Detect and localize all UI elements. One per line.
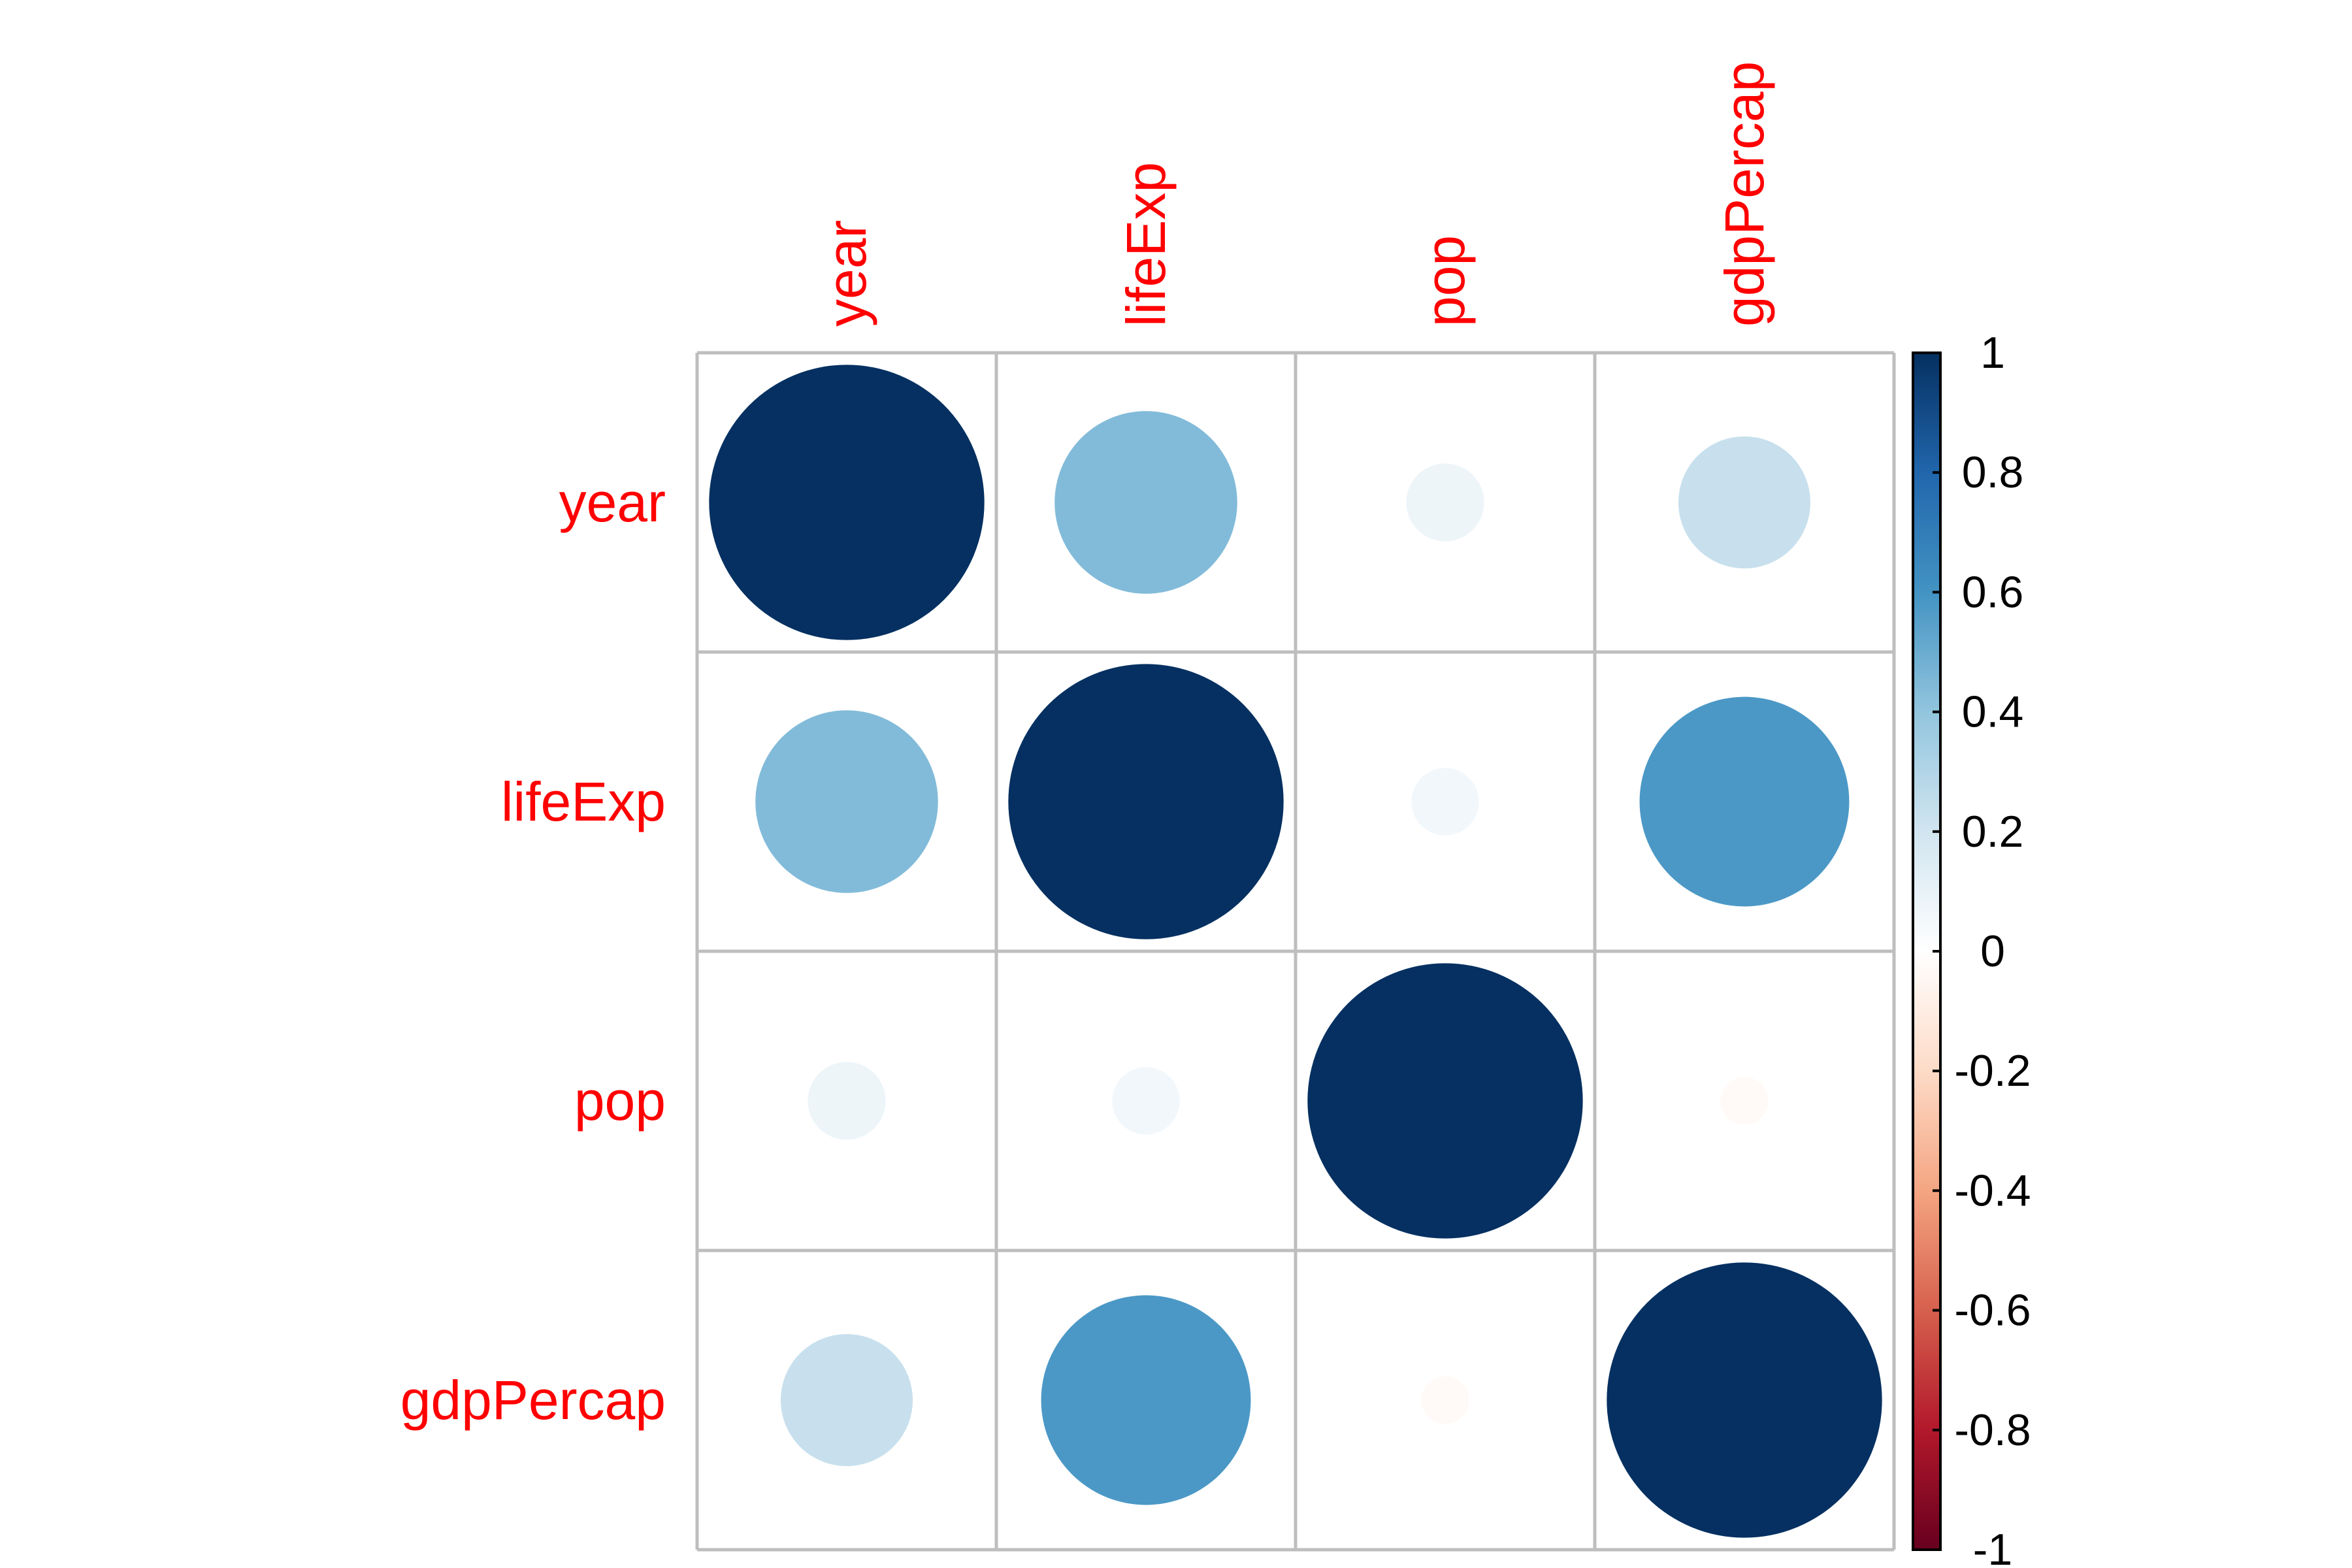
- colorbar-tick-label: 0.8: [1962, 448, 2024, 497]
- colorbar-tick-label: 0: [1980, 926, 2005, 976]
- colorbar-tick-label: -0.6: [1954, 1286, 2031, 1335]
- corr-circle-lifeExp-gdpPercap: [1639, 696, 1850, 907]
- row-label-year: year: [559, 472, 666, 533]
- column-labels: year lifeExp pop gdpPercap: [816, 61, 1775, 327]
- corr-circle-pop-lifeExp: [1112, 1067, 1180, 1135]
- colorbar-tick-label: -0.8: [1954, 1405, 2031, 1455]
- column-label-pop: pop: [1414, 235, 1476, 327]
- colorbar-tick-label: -0.2: [1954, 1046, 2031, 1096]
- correlation-circles: [709, 365, 1882, 1538]
- colorbar-tick-label: -0.4: [1954, 1166, 2031, 1215]
- corr-circle-gdpPercap-gdpPercap: [1607, 1262, 1882, 1538]
- colorbar-tick-label: 1: [1980, 328, 2005, 378]
- corr-circle-lifeExp-year: [755, 710, 938, 893]
- row-label-lifeExp: lifeExp: [501, 771, 666, 832]
- corr-circle-year-year: [709, 365, 985, 640]
- corr-circle-gdpPercap-lifeExp: [1041, 1295, 1251, 1505]
- column-label-lifeExp: lifeExp: [1115, 162, 1177, 327]
- correlation-grid: [695, 351, 1896, 1552]
- colorbar-tick-label: 0.2: [1962, 807, 2024, 857]
- corr-circle-year-gdpPercap: [1678, 436, 1811, 569]
- colorbar-tick-label: 0.4: [1962, 687, 2024, 737]
- colorbar-tick-label: 0.6: [1962, 567, 2024, 617]
- corr-circle-year-lifeExp: [1054, 411, 1237, 594]
- corr-circle-lifeExp-pop: [1411, 768, 1479, 836]
- row-label-gdpPercap: gdpPercap: [400, 1369, 666, 1431]
- corr-circle-gdpPercap-pop: [1421, 1376, 1469, 1424]
- column-label-gdpPercap: gdpPercap: [1714, 61, 1775, 327]
- corr-circle-pop-year: [808, 1062, 886, 1140]
- corr-circle-lifeExp-lifeExp: [1008, 664, 1284, 939]
- row-labels: year lifeExp pop gdpPercap: [400, 472, 666, 1431]
- color-legend: 1 0.8 0.6 0.4 0.2 0 -0.2 -0.4 -0.6 -0.8 -1: [1912, 328, 2031, 1568]
- colorbar-tick-label: -1: [1973, 1525, 2012, 1568]
- corr-circle-gdpPercap-year: [780, 1333, 913, 1467]
- corr-circle-pop-gdpPercap: [1720, 1077, 1769, 1125]
- corr-circle-year-pop: [1406, 463, 1484, 542]
- column-label-year: year: [816, 220, 877, 327]
- corr-circle-pop-pop: [1307, 963, 1583, 1239]
- row-label-pop: pop: [574, 1070, 666, 1132]
